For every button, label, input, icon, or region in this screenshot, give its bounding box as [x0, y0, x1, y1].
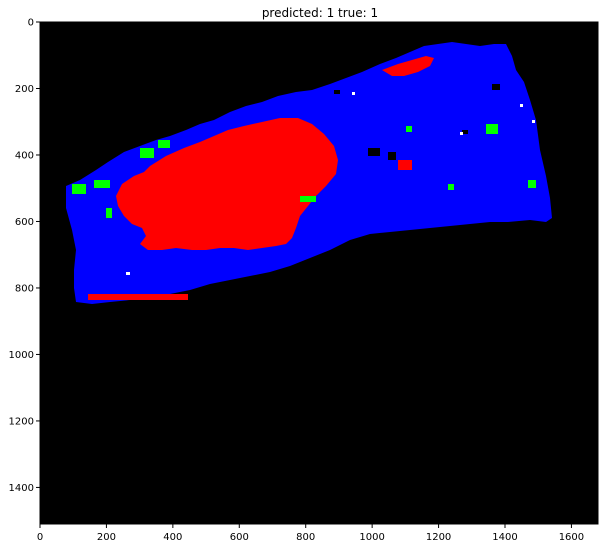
- x-tick-label: 200: [97, 532, 116, 543]
- x-tick-label: 1000: [359, 532, 384, 543]
- tissue-region-green-4: [94, 180, 110, 188]
- tissue-region-red-large: [116, 118, 338, 250]
- y-axis: 0 200 400 600 800 1000 1200 1400: [9, 18, 40, 494]
- tissue-region-red-top: [382, 56, 434, 76]
- tissue-region-green-7: [486, 124, 498, 134]
- x-tick-label: 1600: [559, 532, 584, 543]
- x-tick-label: 1400: [492, 532, 517, 543]
- tissue-speck-white-3: [126, 272, 130, 275]
- y-tick-label: 200: [15, 84, 34, 95]
- x-tick-label: 1200: [426, 532, 451, 543]
- tissue-hole-1: [368, 148, 380, 156]
- tissue-hole-5: [334, 90, 340, 94]
- tissue-speck-white-2: [460, 132, 463, 135]
- y-tick-label: 1400: [9, 483, 34, 494]
- tissue-speck-white-5: [352, 92, 355, 95]
- tissue-hole-4: [462, 130, 468, 134]
- tissue-region-red-speck: [398, 160, 412, 170]
- y-tick-label: 600: [15, 217, 34, 228]
- y-tick-label: 800: [15, 283, 34, 294]
- tissue-region-red-bottom-edge: [88, 294, 188, 300]
- y-tick-label: 1200: [9, 416, 34, 427]
- image-frame: [39, 21, 599, 525]
- x-tick-label: 600: [230, 532, 249, 543]
- figure-title: predicted: 1 true: 1: [262, 6, 378, 20]
- image-area: [39, 21, 599, 525]
- x-tick-label: 400: [163, 532, 182, 543]
- tissue-speck-white-4: [532, 120, 535, 123]
- y-tick-label: 0: [28, 18, 34, 29]
- y-tick-label: 1000: [9, 350, 34, 361]
- tissue-region-green-2: [158, 140, 170, 148]
- tissue-region-green-8: [528, 180, 536, 188]
- tissue-hole-2: [388, 152, 396, 160]
- tissue-region-green-9: [406, 126, 412, 132]
- y-tick-label: 400: [15, 150, 34, 161]
- tissue-region-green-5: [106, 208, 112, 218]
- tissue-speck-white-1: [520, 104, 523, 107]
- tissue-region-green-1: [140, 148, 154, 158]
- tissue-region-green-10: [448, 184, 454, 190]
- x-tick-label: 800: [296, 532, 315, 543]
- tissue-hole-3: [492, 84, 500, 90]
- tissue-region-green-6: [300, 196, 316, 202]
- x-tick-label: 0: [37, 532, 43, 543]
- x-axis: 0 200 400 600 800 1000 1200 1400 1600: [37, 524, 584, 543]
- tissue-region-green-3: [72, 184, 86, 194]
